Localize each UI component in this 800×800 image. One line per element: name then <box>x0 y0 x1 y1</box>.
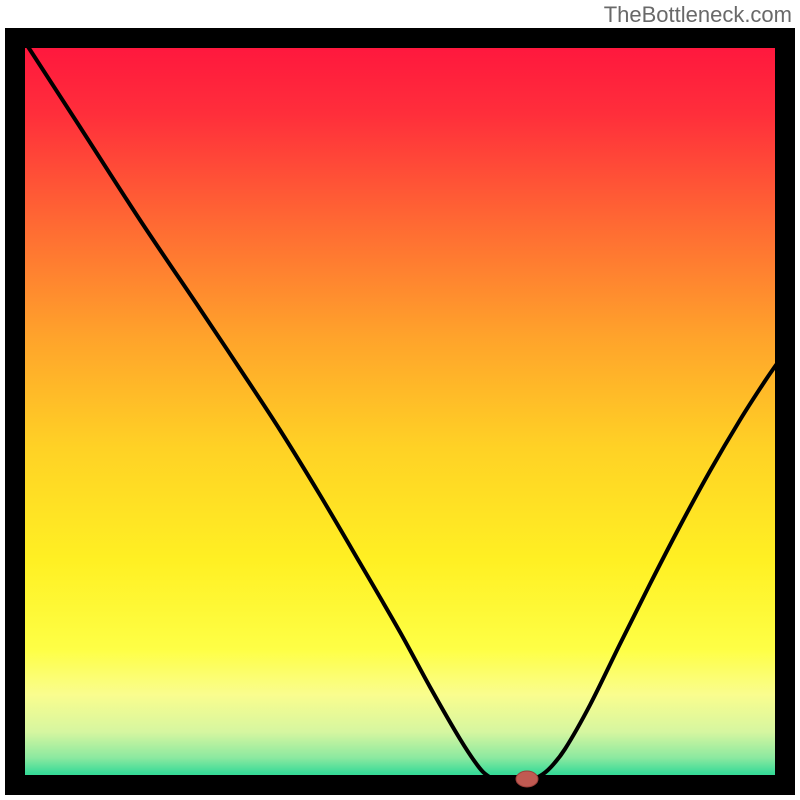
watermark-label: TheBottleneck.com <box>604 2 792 28</box>
bottleneck-chart <box>0 0 800 800</box>
plot-background <box>23 39 781 784</box>
chart-container: TheBottleneck.com <box>0 0 800 800</box>
optimal-point-marker <box>516 771 538 787</box>
